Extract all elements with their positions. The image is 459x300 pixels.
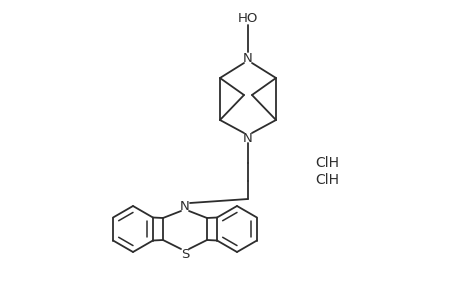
Text: ClH: ClH [314,173,338,187]
Text: S: S [180,248,189,262]
Text: N: N [243,131,252,145]
Text: HO: HO [237,11,257,25]
Text: ClH: ClH [314,156,338,170]
Text: N: N [243,52,252,64]
Text: N: N [180,200,190,214]
